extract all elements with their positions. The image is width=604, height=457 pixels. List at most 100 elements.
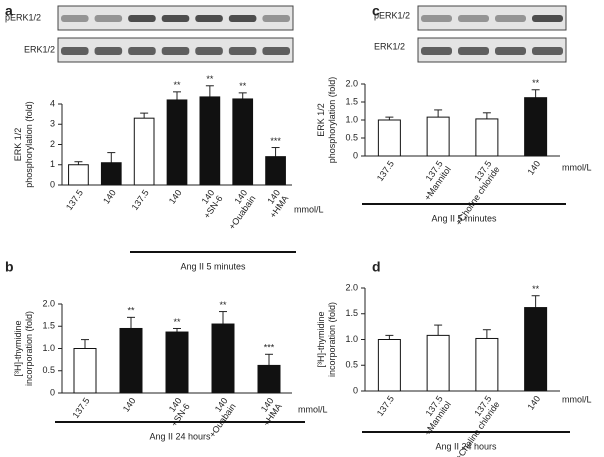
panel-letter: d [372, 259, 381, 275]
bar [166, 99, 188, 186]
blot-band [128, 15, 156, 22]
bar [475, 337, 499, 392]
x-tick-label-group: 140+HMA [265, 188, 290, 220]
blot-band [495, 47, 526, 55]
blot-band [262, 15, 290, 22]
blot-band [161, 47, 190, 55]
y-label-line: incorporation (fold) [327, 302, 337, 377]
x-tick-label-group: 140 [525, 394, 542, 412]
y-tick-label: 0.5 [345, 360, 358, 370]
y-label: [³H]-thymidine incorporation (fold) [316, 302, 337, 377]
y-tick-label: 1.5 [42, 321, 55, 331]
y-label-line: ERK 1/2 [13, 128, 23, 162]
blot-band [161, 15, 190, 22]
blot-band [495, 15, 526, 22]
unit-label: mmol/L [562, 394, 592, 404]
y-tick-label: 1 [50, 159, 55, 169]
bar [426, 334, 450, 392]
y-tick-label: 0 [50, 387, 55, 397]
unit-label: mmol/L [298, 404, 328, 414]
blot-band [262, 47, 290, 55]
bar [119, 327, 143, 394]
y-tick-label: 3 [50, 119, 55, 129]
blot-band [228, 15, 257, 22]
bar [475, 118, 499, 157]
blot-band [128, 47, 156, 55]
y-tick-label: 1.0 [345, 334, 358, 344]
y-label-line: ERK 1/2 [316, 103, 326, 137]
x-tick-label: 137.5 [375, 159, 396, 183]
significance: *** [270, 136, 281, 146]
bar [257, 364, 281, 394]
bar [211, 323, 235, 394]
y-label-line: phosphorylation (fold) [24, 101, 34, 188]
bar [232, 98, 254, 186]
blot-label: pERK1/2 [374, 10, 410, 20]
y-label-line: phosphorylation (fold) [327, 77, 337, 164]
x-tick-label-group: 137.5 [70, 396, 91, 420]
x-tick-label: 137.5 [130, 188, 151, 212]
y-tick-label: 0.5 [42, 365, 55, 375]
significance: ** [206, 74, 214, 84]
significance: ** [173, 317, 181, 327]
group-label: Ang II 5 minutes [180, 261, 246, 271]
group-label: Ang II 24 hours [435, 441, 497, 451]
x-tick-label-group: 137.5 [64, 188, 85, 212]
x-tick-label: 140 [121, 396, 138, 414]
x-tick-label-group: 140 [525, 159, 542, 177]
x-tick-label-group: 137.5 [375, 394, 396, 418]
y-tick-label: 2 [50, 139, 55, 149]
y-label-line: incorporation (fold) [24, 311, 34, 386]
significance: ** [173, 80, 181, 90]
unit-label: mmol/L [562, 162, 592, 172]
group-label: Ang II 24 hours [149, 431, 211, 441]
y-tick-label: 1.5 [345, 96, 358, 106]
x-tick-label-group: 140 [121, 396, 138, 414]
x-tick-label-group: 140+HMA [259, 396, 284, 428]
y-tick-label: 2.0 [345, 282, 358, 292]
bar [426, 116, 450, 157]
y-label: ERK 1/2 phosphorylation (fold) [316, 77, 337, 164]
blot-band [532, 15, 563, 22]
significance: ** [239, 81, 247, 91]
bar [133, 117, 155, 186]
y-tick-label: 1.0 [345, 114, 358, 124]
x-tick-label: 137.5 [64, 188, 85, 212]
x-tick-label-group: 140 [101, 188, 118, 206]
blot-band [61, 47, 89, 55]
y-label: ERK 1/2 phosphorylation (fold) [13, 101, 34, 188]
x-tick-label-group: 140+SN-6 [200, 188, 225, 221]
y-tick-label: 1.5 [345, 308, 358, 318]
x-tick-label-group: 140+SN-6 [167, 396, 192, 429]
x-tick-label-group: 137.5+Mannitol [422, 159, 453, 203]
x-tick-label: 140 [167, 188, 184, 206]
group-label: Ang II 5 minutes [431, 213, 497, 223]
blot-band [228, 47, 257, 55]
blot-band [532, 47, 563, 55]
significance: ** [219, 300, 227, 310]
blot-band [94, 47, 123, 55]
x-tick-label: 137.5 [375, 394, 396, 418]
x-tick-label: 137.5 [70, 396, 91, 420]
y-tick-label: 4 [50, 98, 55, 108]
significance: *** [264, 343, 275, 353]
x-tick-label-group: 137.5 [375, 159, 396, 183]
blot-band [421, 47, 452, 55]
bar [100, 162, 122, 186]
y-tick-label: 0 [353, 150, 358, 160]
blot-label: pERK1/2 [5, 12, 41, 22]
blot-band [94, 15, 123, 22]
x-tick-label: 140 [101, 188, 118, 206]
y-tick-label: 2.0 [42, 298, 55, 308]
y-tick-label: 0.5 [345, 132, 358, 142]
blot-band [458, 47, 489, 55]
blot-band [195, 15, 223, 22]
y-tick-label: 1.0 [42, 343, 55, 353]
blot-label: ERK1/2 [374, 41, 405, 51]
blot-label: ERK1/2 [24, 44, 55, 54]
y-label: [³H]-thymidine incorporation (fold) [13, 311, 34, 386]
significance: ** [532, 284, 540, 294]
y-label-line: [³H]-thymidine [13, 320, 23, 376]
